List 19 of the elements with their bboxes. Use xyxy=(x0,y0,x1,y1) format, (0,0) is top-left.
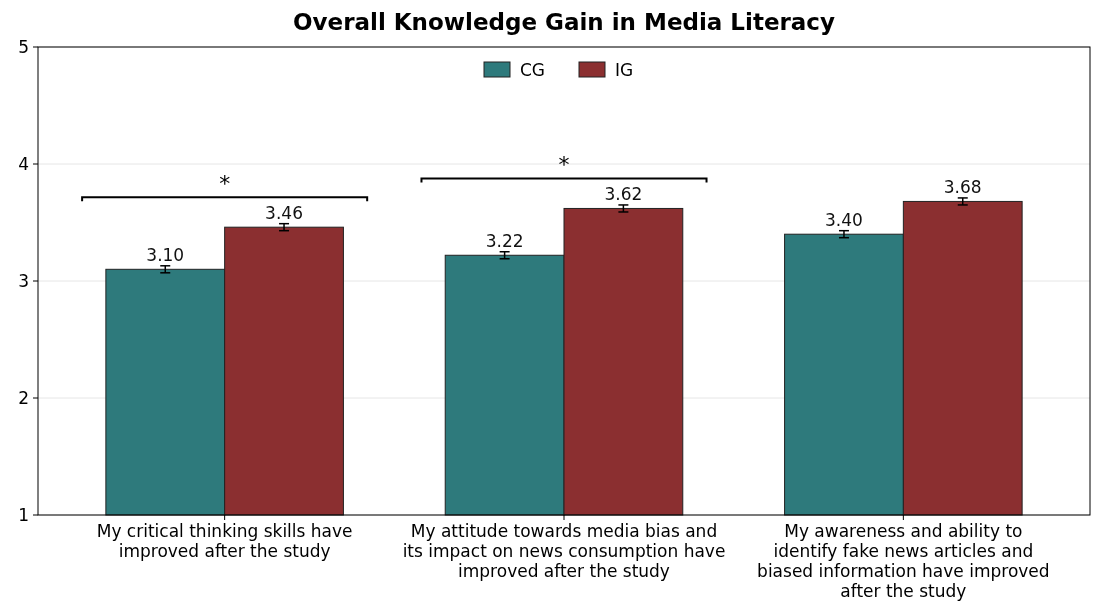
data-label: 3.46 xyxy=(265,202,303,223)
data-label: 3.40 xyxy=(825,209,863,230)
x-tick-label: My awareness and ability to identify fake news articles and biased information have improved after the study xyxy=(757,521,1050,601)
y-tick-label: 1 xyxy=(18,504,29,525)
data-label: 3.22 xyxy=(485,230,524,251)
y-tick-label: 2 xyxy=(18,387,29,408)
y-tick-label: 4 xyxy=(18,153,29,174)
x-tick-label: My attitude towards media bias and its impact on news consumption have improved after the study xyxy=(402,521,726,581)
data-label: 3.10 xyxy=(146,244,185,265)
y-tick-label: 3 xyxy=(18,270,29,291)
legend-label: IG xyxy=(615,60,634,80)
annotation: * xyxy=(219,171,231,197)
chart-title: Overall Knowledge Gain in Media Literacy xyxy=(293,9,835,35)
y-tick-label: 5 xyxy=(18,36,29,57)
data-label: 3.62 xyxy=(604,183,643,204)
legend-label: CG xyxy=(520,60,546,80)
annotation: * xyxy=(558,152,570,178)
x-tick-label: My critical thinking skills have improved after the study xyxy=(96,521,353,561)
data-label: 3.68 xyxy=(943,176,982,197)
